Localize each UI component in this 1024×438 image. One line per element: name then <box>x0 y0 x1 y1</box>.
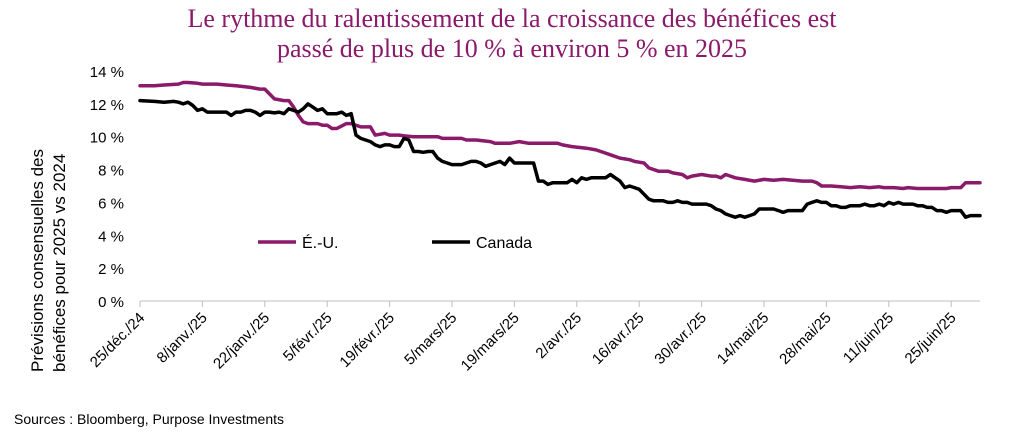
y-tick-label: 8 % <box>98 163 124 180</box>
series-line-canada <box>138 98 982 219</box>
x-tick-label-group: 25/juin/25 <box>902 309 960 367</box>
x-tick-label: 19/mars/25 <box>458 309 523 374</box>
legend-label-canada: Canada <box>476 235 532 252</box>
x-tick-label-group: 19/févr./25 <box>336 309 398 371</box>
x-tick-label-group: 14/mai/25 <box>714 309 773 368</box>
x-tick-label: 25/déc./24 <box>87 309 149 371</box>
x-tick-label: 5/févr./25 <box>280 309 336 365</box>
y-tick-label: 6 % <box>98 195 124 212</box>
x-tick-label: 14/mai/25 <box>714 309 773 368</box>
x-tick-label-group: 8/janv./25 <box>154 309 211 366</box>
y-tick-label: 2 % <box>98 261 124 278</box>
chart-title-line-1: Le rythme du ralentissement de la croiss… <box>187 4 837 33</box>
x-tick-label: 22/janv./25 <box>210 309 273 372</box>
x-tick-label-group: 28/mai/25 <box>776 309 835 368</box>
x-tick-label-group: 5/févr./25 <box>280 309 336 365</box>
y-tick-label: 4 % <box>98 228 124 245</box>
x-tick-label: 8/janv./25 <box>154 309 211 366</box>
y-tick-label: 12 % <box>90 97 124 114</box>
y-tick-label: 10 % <box>90 130 124 147</box>
x-tick-label-group: 19/mars/25 <box>458 309 523 374</box>
series-line-us <box>138 80 982 191</box>
x-tick-label: 19/févr./25 <box>336 309 398 371</box>
source-note: Sources : Bloomberg, Purpose Investments <box>14 411 285 427</box>
x-tick-label-group: 5/mars/25 <box>401 309 460 368</box>
x-tick-label: 30/avr./25 <box>651 309 710 368</box>
x-tick-label-group: 2/avr./25 <box>532 309 585 362</box>
chart-title-line-2: passé de plus de 10 % à environ 5 % en 2… <box>276 34 748 63</box>
y-tick-label: 0 % <box>98 294 124 311</box>
x-tick-label: 5/mars/25 <box>401 309 460 368</box>
y-tick-label: 14 % <box>90 64 124 81</box>
x-tick-label-group: 22/janv./25 <box>210 309 273 372</box>
x-tick-label: 25/juin/25 <box>902 309 960 367</box>
x-tick-label-group: 16/avr./25 <box>589 309 648 368</box>
x-tick-label-group: 30/avr./25 <box>651 309 710 368</box>
x-tick-label: 16/avr./25 <box>589 309 648 368</box>
x-tick-label: 11/juin/25 <box>840 309 897 366</box>
x-tick-label-group: 11/juin/25 <box>840 309 897 366</box>
x-tick-label: 28/mai/25 <box>776 309 835 368</box>
legend-label-us: É.-U. <box>302 233 338 252</box>
x-tick-label: 2/avr./25 <box>532 309 585 362</box>
x-tick-label-group: 25/déc./24 <box>87 309 149 371</box>
